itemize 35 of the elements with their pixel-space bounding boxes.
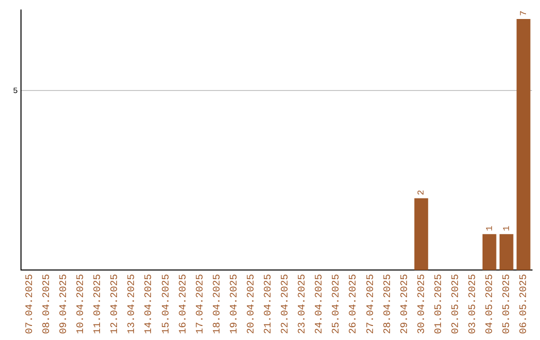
data-label: 1 xyxy=(502,226,512,232)
data-label: 1 xyxy=(484,226,495,232)
x-tick-label: 03.05.2025 xyxy=(468,274,479,334)
x-tick-label: 11.04.2025 xyxy=(93,274,104,334)
x-tick-label: 23.04.2025 xyxy=(298,274,309,334)
x-tick-label: 29.04.2025 xyxy=(400,274,411,334)
x-tick-label: 20.04.2025 xyxy=(246,274,258,334)
x-tick-label: 18.04.2025 xyxy=(212,274,224,334)
x-tick-label: 16.04.2025 xyxy=(178,274,190,334)
x-tick-label: 01.05.2025 xyxy=(434,274,445,334)
x-tick-label: 15.04.2025 xyxy=(161,274,172,334)
x-tick-label: 08.04.2025 xyxy=(42,274,53,334)
data-label: 2 xyxy=(416,190,427,196)
x-tick-label: 24.04.2025 xyxy=(314,274,326,334)
x-tick-label: 27.04.2025 xyxy=(366,274,377,334)
x-tick-label: 22.04.2025 xyxy=(280,274,292,334)
x-tick-label: 10.04.2025 xyxy=(76,274,88,334)
x-tick-label: 04.05.2025 xyxy=(485,274,496,334)
x-tick-label: 13.04.2025 xyxy=(127,274,138,334)
x-tick-label: 30.04.2025 xyxy=(416,274,428,334)
x-tick-label: 17.04.2025 xyxy=(195,274,206,334)
x-tick-label: 12.04.2025 xyxy=(110,274,122,334)
x-tick-label: 05.05.2025 xyxy=(502,274,514,334)
x-tick-label: 06.05.2025 xyxy=(519,274,530,334)
x-tick-label: 28.04.2025 xyxy=(382,274,394,334)
x-tick-label: 21.04.2025 xyxy=(264,274,275,334)
x-tick-label: 26.04.2025 xyxy=(348,274,360,334)
x-tick-label: 25.04.2025 xyxy=(332,274,343,334)
x-tick-label: 07.04.2025 xyxy=(24,274,36,334)
x-tick-label: 14.04.2025 xyxy=(144,274,156,334)
x-tick-label: 02.05.2025 xyxy=(450,274,462,334)
x-tick-label: 09.04.2025 xyxy=(59,274,70,334)
x-tick-label: 19.04.2025 xyxy=(229,274,240,334)
y-tick-label: 5 xyxy=(12,86,18,96)
data-label: 7 xyxy=(518,10,529,16)
